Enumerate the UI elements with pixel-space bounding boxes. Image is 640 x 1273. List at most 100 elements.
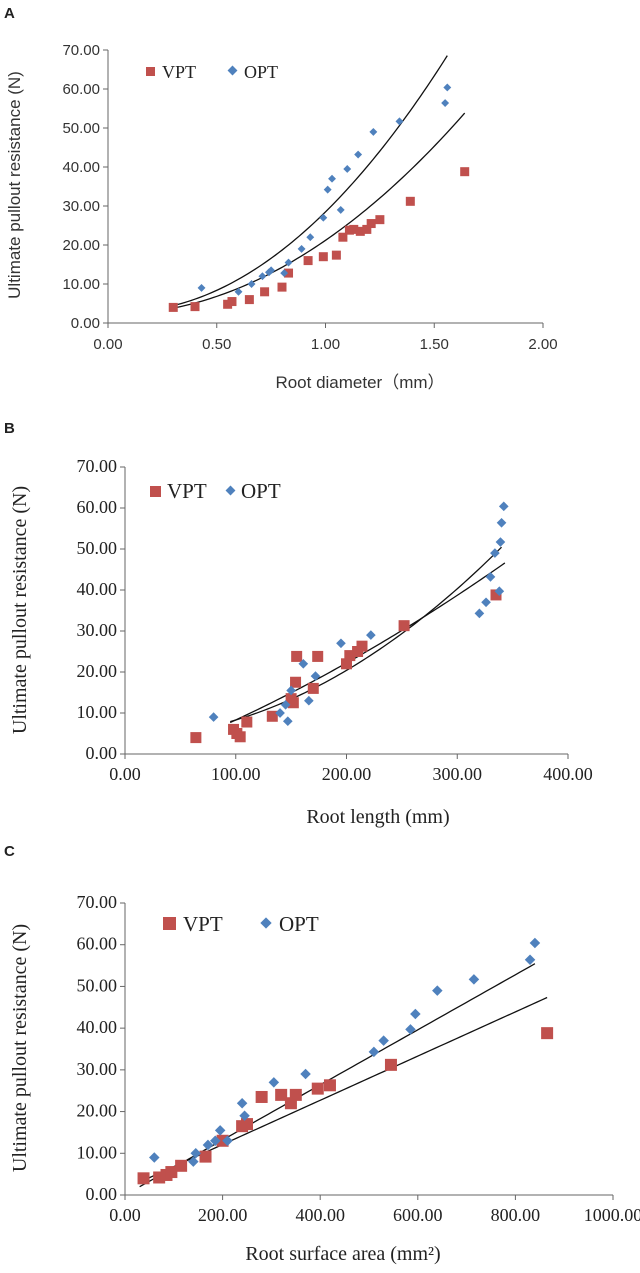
x-tick-label-a: 1.00 <box>311 336 340 353</box>
point-opt-a <box>443 83 452 92</box>
point-vpt-b <box>398 620 410 632</box>
point-opt-c <box>468 974 480 985</box>
point-vpt-a <box>168 302 178 312</box>
point-opt-c <box>529 937 541 949</box>
point-opt-b <box>494 586 505 597</box>
legend-marker-vpt-b <box>150 486 161 497</box>
point-opt-a <box>247 280 256 288</box>
legend-label-vpt-b: VPT <box>167 479 207 503</box>
point-opt-b <box>366 630 376 640</box>
point-vpt-a <box>260 287 270 297</box>
point-opt-b <box>208 712 219 722</box>
y-tick-label-a: 30.00 <box>62 198 100 215</box>
point-opt-b <box>298 658 309 669</box>
point-opt-b <box>485 572 496 582</box>
point-vpt-b <box>490 589 502 601</box>
point-opt-c <box>190 1148 202 1159</box>
y-tick-label-c: 50.00 <box>77 975 118 995</box>
y-tick-label-a: 10.00 <box>62 276 100 293</box>
y-tick-label-b: 60.00 <box>77 497 118 517</box>
y-tick-label-b: 70.00 <box>77 456 118 476</box>
point-vpt-b <box>266 710 278 722</box>
point-vpt-a <box>460 167 470 177</box>
point-vpt-a <box>227 297 237 307</box>
point-vpt-a <box>349 224 359 234</box>
point-vpt-b <box>291 650 303 662</box>
point-opt-a <box>343 165 352 173</box>
point-opt-a <box>234 287 243 296</box>
point-vpt-a <box>362 224 372 234</box>
point-vpt-c <box>289 1088 302 1101</box>
point-opt-c <box>222 1135 233 1147</box>
point-vpt-c <box>311 1082 324 1095</box>
y-axis-label-a: Ultimate pullout resistance (N) <box>5 71 24 299</box>
point-opt-b <box>310 671 321 681</box>
y-tick-label-c: 30.00 <box>77 1059 118 1079</box>
y-tick-label-b: 10.00 <box>77 702 118 722</box>
y-tick-label-c: 60.00 <box>77 934 118 954</box>
point-opt-c <box>239 1110 250 1122</box>
legend-label-vpt-c: VPT <box>183 912 223 936</box>
x-tick-label-c: 200.00 <box>198 1205 248 1225</box>
fit-curve-opt-c <box>139 963 536 1188</box>
legend-marker-vpt-c <box>163 917 176 930</box>
legend-marker-opt-b <box>225 485 236 496</box>
x-tick-label-b: 100.00 <box>211 764 261 784</box>
panel-label-b: B <box>4 420 15 437</box>
point-opt-a <box>319 213 328 222</box>
y-tick-label-a: 20.00 <box>62 237 100 254</box>
point-opt-b <box>474 608 485 619</box>
point-opt-b <box>498 501 509 512</box>
point-vpt-b <box>290 676 302 688</box>
point-opt-a <box>336 205 345 214</box>
point-vpt-a <box>375 215 385 225</box>
point-vpt-b <box>341 658 352 670</box>
point-vpt-a <box>190 302 200 312</box>
point-vpt-b <box>356 640 368 652</box>
legend-c: VPT OPT <box>163 912 319 936</box>
x-tick-label-b: 0.00 <box>109 764 141 784</box>
point-vpt-a <box>331 250 341 260</box>
point-opt-c <box>432 985 443 996</box>
x-axis-label-a: Root diameter（mm） <box>275 373 444 392</box>
y-tick-label-b: 0.00 <box>86 743 118 763</box>
x-tick-label-b: 200.00 <box>322 764 372 784</box>
point-opt-c <box>149 1152 160 1163</box>
chart-panel-c: C Ultimate pullout resistance (N) Root s… <box>4 843 640 1265</box>
point-opt-a <box>395 117 404 126</box>
point-opt-c <box>405 1024 416 1035</box>
point-vpt-a <box>277 282 287 292</box>
point-vpt-a <box>355 226 365 236</box>
point-opt-b <box>275 708 285 718</box>
legend-label-vpt-a: VPT <box>162 62 196 82</box>
point-opt-b <box>336 638 346 649</box>
point-opt-a <box>323 185 332 194</box>
point-vpt-c <box>275 1088 288 1101</box>
point-opt-c <box>378 1035 389 1046</box>
point-vpt-c <box>541 1027 554 1040</box>
legend-marker-opt-a <box>227 65 238 76</box>
point-vpt-c <box>384 1058 397 1071</box>
point-opt-a <box>441 99 450 107</box>
legend-label-opt-a: OPT <box>244 62 278 82</box>
point-vpt-a <box>244 295 254 305</box>
x-tick-label-b: 300.00 <box>433 764 483 784</box>
x-tick-label-a: 0.00 <box>93 336 122 353</box>
point-opt-a <box>328 174 336 183</box>
point-opt-a <box>197 283 206 292</box>
fit-curve-vpt-a <box>173 112 466 309</box>
point-vpt-b <box>344 650 356 662</box>
fit-curve-vpt-b <box>229 562 506 724</box>
x-tick-label-c: 0.00 <box>109 1205 141 1225</box>
point-vpt-a <box>338 232 348 242</box>
legend-label-opt-c: OPT <box>279 912 319 936</box>
point-vpt-a <box>318 252 328 262</box>
point-opt-a <box>354 150 363 159</box>
legend-a: VPT OPT <box>146 62 278 82</box>
point-opt-b <box>496 517 507 528</box>
point-opt-c <box>524 954 536 965</box>
legend-b: VPT OPT <box>150 479 281 503</box>
fit-curve-opt-a <box>177 55 448 306</box>
point-opt-c <box>300 1068 311 1080</box>
y-tick-label-c: 20.00 <box>77 1101 118 1121</box>
